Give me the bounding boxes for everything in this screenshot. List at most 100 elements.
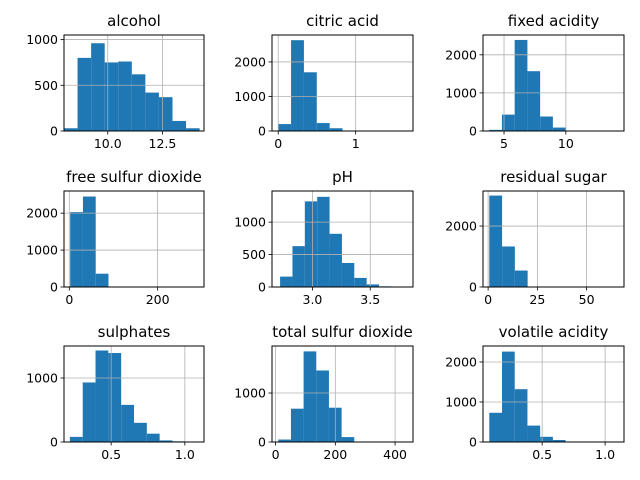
y-tick-label: 0 <box>258 435 266 450</box>
subplot-title: alcohol <box>107 12 161 30</box>
x-tick-label: 3.0 <box>303 292 323 307</box>
x-tick-label: 12.5 <box>149 136 177 151</box>
histogram-bar <box>64 128 78 131</box>
histogram-bar <box>291 40 304 131</box>
y-tick-label: 2000 <box>445 355 477 370</box>
histogram-bar <box>145 92 159 131</box>
histogram-bar <box>329 128 343 131</box>
histogram-bar <box>118 61 132 132</box>
subplot-fixed-acidity: 5 10 0 1000 2000 fixed acidity <box>445 12 625 151</box>
x-tick-label: 50 <box>579 292 595 307</box>
x-tick-label: 0 <box>484 292 492 307</box>
subplot-title: citric acid <box>306 12 379 30</box>
y-tick-label: 500 <box>34 78 58 93</box>
y-tick-label: 0 <box>469 124 477 139</box>
y-tick-label: 1000 <box>26 371 58 386</box>
x-tick-label: 1.0 <box>175 447 195 462</box>
histogram-bar <box>341 437 355 442</box>
x-tick-label: 0 <box>65 292 73 307</box>
subplot-title: free sulfur dioxide <box>66 168 202 186</box>
axes-frame <box>271 190 414 288</box>
subplot-ph: 3.0 3.5 0 500 1000 pH <box>234 168 414 307</box>
x-tick-label: 400 <box>383 447 407 462</box>
y-tick-label: 2000 <box>445 47 477 62</box>
grid-fixed-acidity <box>483 35 624 132</box>
histogram-bar <box>82 382 96 442</box>
subplot-title: pH <box>332 168 353 186</box>
histogram-bar <box>69 436 83 442</box>
y-tick-label: 0 <box>258 124 266 139</box>
subplot-sulphates: 0.5 1.0 0 1000 sulphates <box>26 323 205 462</box>
histogram-bar <box>186 128 200 131</box>
axes-frame <box>63 34 205 132</box>
histogram-bar <box>514 389 528 442</box>
y-tick-label: 1000 <box>26 243 58 258</box>
histogram-bar <box>95 273 109 287</box>
subplot-title: fixed acidity <box>508 12 600 30</box>
histogram-bar <box>70 212 83 287</box>
histogram-bar <box>527 71 541 131</box>
y-tick-label: 0 <box>258 280 266 295</box>
bars-sulphates <box>69 350 197 443</box>
x-tick-label: 10 <box>558 136 574 151</box>
y-tick-label: 1000 <box>234 215 266 230</box>
histogram-bar <box>329 233 342 287</box>
histogram-bar <box>540 116 553 131</box>
histogram-bar <box>91 43 105 132</box>
y-tick-label: 2000 <box>26 206 58 221</box>
y-tick-label: 1000 <box>445 85 477 100</box>
y-tick-label: 0 <box>50 124 58 139</box>
histogram-bar <box>158 97 173 131</box>
axes-frame <box>271 34 414 132</box>
y-tick-label: 1000 <box>26 32 58 47</box>
subplot-alcohol: 10.0 12.5 0 500 1000 alcohol <box>26 12 205 151</box>
histogram-bar <box>303 72 317 131</box>
x-tick-label: 0.5 <box>101 447 121 462</box>
x-tick-label: 200 <box>323 447 347 462</box>
histogram-bar <box>303 351 317 442</box>
histogram-bar <box>489 129 502 131</box>
histogram-bar <box>502 246 515 287</box>
y-tick-label: 0 <box>50 435 58 450</box>
x-tick-label: 25 <box>529 292 545 307</box>
histogram-bar <box>134 422 147 442</box>
axes-frame <box>63 190 205 288</box>
histogram-bar <box>514 270 528 287</box>
subplot-volatile-acidity: 0.5 1.0 0 1000 2000 volatile acidity <box>445 323 625 462</box>
histogram-bar <box>77 57 92 131</box>
histogram-bar <box>172 120 187 131</box>
bars-total-sulfur-dioxide <box>278 351 408 443</box>
x-tick-label: 200 <box>146 292 170 307</box>
y-tick-label: 1000 <box>445 395 477 410</box>
x-tick-label: 1 <box>352 136 360 151</box>
x-tick-label: 10.0 <box>94 136 122 151</box>
axes-frame <box>482 345 625 443</box>
bars-citric-acid <box>278 40 407 132</box>
x-tick-label: 3.5 <box>360 292 380 307</box>
y-tick-label: 500 <box>242 247 266 262</box>
y-tick-label: 1000 <box>234 89 266 104</box>
histogram-bar <box>280 276 293 287</box>
y-tick-label: 2000 <box>234 54 266 69</box>
histogram-bar <box>514 39 528 132</box>
histogram-bar <box>489 195 503 287</box>
subplot-total-sulfur-dioxide: 0 200 400 0 1000 total sulfur dioxide <box>234 323 414 462</box>
y-tick-label: 0 <box>469 435 477 450</box>
axes-frame <box>63 345 205 443</box>
bars-free-sulfur-dioxide <box>70 196 197 288</box>
bars-alcohol <box>64 43 200 132</box>
histogram-bar <box>292 246 305 287</box>
axes-frame <box>271 345 414 443</box>
histogram-bar <box>121 404 134 442</box>
histogram-bar <box>552 440 566 442</box>
subplot-title: residual sugar <box>500 168 607 186</box>
histogram-bar <box>489 412 503 442</box>
histogram-bar <box>552 127 566 131</box>
histogram-bar <box>82 196 96 287</box>
bars-fixed-acidity <box>489 39 579 132</box>
histogram-bar <box>354 277 367 287</box>
x-tick-label: 0.5 <box>532 447 552 462</box>
x-tick-label: 0 <box>274 136 282 151</box>
